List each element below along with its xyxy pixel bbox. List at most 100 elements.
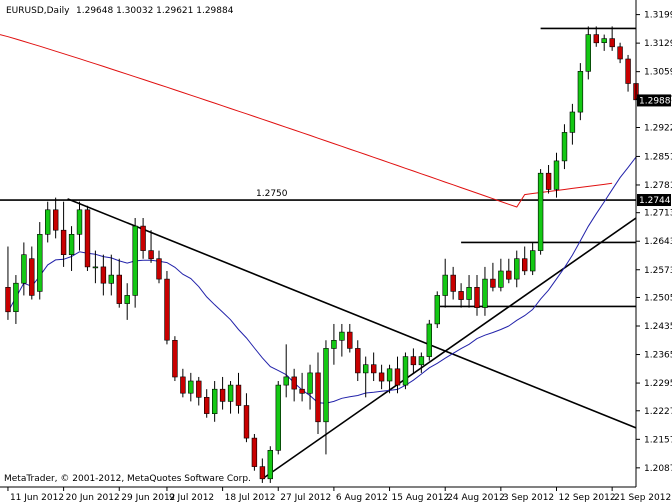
bull-candle xyxy=(21,254,27,284)
bear-candle xyxy=(474,286,480,308)
bear-candle xyxy=(140,225,146,251)
bull-candle xyxy=(188,380,194,394)
bull-candle xyxy=(275,384,281,451)
bull-candle xyxy=(307,372,313,394)
bull-candle xyxy=(442,274,448,296)
bull-candle xyxy=(283,376,289,386)
chart-symbol-label: EURUSD,Daily xyxy=(6,6,70,16)
y-tick-label: 1.29220 xyxy=(644,124,672,134)
bear-candle xyxy=(29,258,35,296)
bear-candle xyxy=(545,172,552,190)
y-tick-label: 1.30590 xyxy=(644,68,672,78)
bull-candle xyxy=(132,225,138,296)
bear-candle xyxy=(394,368,401,386)
x-tick-label: 21 Sep 2012 xyxy=(614,493,671,503)
bear-candle xyxy=(196,380,202,398)
y-tick-label: 1.26430 xyxy=(644,237,672,247)
x-tick-label: 24 Aug 2012 xyxy=(447,493,505,503)
level-price-tag-bg xyxy=(637,194,671,207)
bull-candle xyxy=(267,449,273,480)
y-tick-label: 1.25050 xyxy=(644,293,672,303)
bear-candle xyxy=(180,376,186,394)
bull-candle xyxy=(331,339,337,349)
bear-candle xyxy=(148,250,154,260)
bear-candle xyxy=(625,58,631,84)
bear-candle xyxy=(84,209,91,268)
bear-candle xyxy=(235,384,242,406)
bull-candle xyxy=(124,295,130,304)
x-tick-label: 27 Jul 2012 xyxy=(280,493,331,503)
y-tick-label: 1.24350 xyxy=(644,322,672,332)
bull-candle xyxy=(227,384,234,402)
bear-candle xyxy=(299,388,305,394)
bear-candle xyxy=(458,291,464,300)
bull-candle xyxy=(529,250,536,272)
bear-candle xyxy=(506,270,512,280)
bear-candle xyxy=(204,396,210,414)
bull-candle xyxy=(601,38,607,43)
y-tick-label: 1.22270 xyxy=(644,407,672,417)
bull-candle xyxy=(386,368,393,382)
bull-candle xyxy=(44,209,51,235)
x-tick-label: 18 Jul 2012 xyxy=(225,493,276,503)
x-tick-label: 6 Aug 2012 xyxy=(336,493,388,503)
y-tick-label: 1.20870 xyxy=(644,464,672,474)
bear-candle xyxy=(116,274,123,304)
x-tick-label: 20 Jun 2012 xyxy=(66,493,120,503)
bull-candle xyxy=(434,295,440,325)
bear-candle xyxy=(5,286,11,313)
bull-candle xyxy=(553,160,560,190)
y-tick-label: 1.21570 xyxy=(644,435,672,445)
bull-candle xyxy=(569,111,576,133)
bull-candle xyxy=(76,209,83,235)
ma-fast-line xyxy=(7,156,637,404)
bull-candle xyxy=(108,274,115,284)
bear-candle xyxy=(617,46,623,60)
x-tick-label: 15 Aug 2012 xyxy=(392,493,450,503)
bull-candle xyxy=(514,258,520,280)
bear-candle xyxy=(251,437,258,467)
x-tick-label: 11 Jun 2012 xyxy=(10,493,64,503)
bull-candle xyxy=(362,364,369,374)
bull-candle xyxy=(498,270,504,288)
bear-candle xyxy=(347,331,353,349)
y-tick-label: 1.28510 xyxy=(644,152,672,162)
y-tick-label: 1.27130 xyxy=(644,209,672,219)
bull-candle xyxy=(482,278,488,308)
bull-candle xyxy=(561,132,568,162)
bull-candle xyxy=(402,356,409,386)
x-tick-label: 29 Jun 2012 xyxy=(121,493,175,503)
trend-line xyxy=(261,217,637,480)
bull-candle xyxy=(466,286,472,300)
bull-candle xyxy=(323,348,329,423)
y-tick-label: 1.23650 xyxy=(644,351,672,361)
bull-candle xyxy=(537,172,544,251)
bear-candle xyxy=(378,372,385,382)
level-label: 1.2750 xyxy=(256,189,288,199)
bear-candle xyxy=(450,274,456,292)
bull-candle xyxy=(68,234,75,256)
chart-ohlc-label: 1.29648 1.30032 1.29621 1.29884 xyxy=(76,6,234,16)
bull-candle xyxy=(585,34,592,72)
bull-candle xyxy=(37,234,43,292)
bear-candle xyxy=(410,356,417,366)
bull-candle xyxy=(418,356,425,366)
bull-candle xyxy=(426,323,432,357)
x-tick-label: 3 Sep 2012 xyxy=(503,493,554,503)
bear-candle xyxy=(291,376,297,390)
bear-candle xyxy=(370,364,377,374)
bear-candle xyxy=(243,405,250,439)
y-tick-label: 1.22950 xyxy=(644,379,672,389)
bear-candle xyxy=(593,34,600,44)
ma-slow-line xyxy=(0,34,613,208)
copyright-label: MetaTrader, © 2001-2012, MetaQuotes Soft… xyxy=(4,474,251,484)
bull-candle xyxy=(92,266,99,269)
bear-candle xyxy=(521,258,528,272)
bull-candle xyxy=(13,282,19,313)
bear-candle xyxy=(609,38,615,48)
bear-candle xyxy=(259,466,266,480)
